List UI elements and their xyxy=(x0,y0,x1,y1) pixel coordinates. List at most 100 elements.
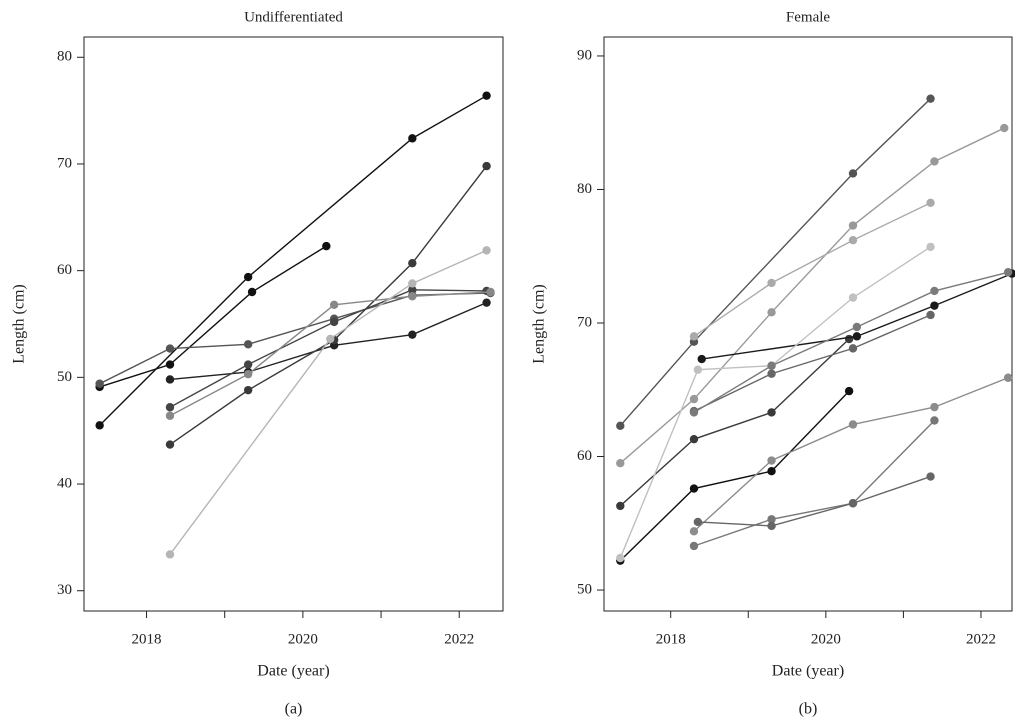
data-point xyxy=(689,394,699,404)
caption: (a) xyxy=(285,701,303,718)
data-point xyxy=(767,521,776,531)
data-point xyxy=(482,246,491,255)
series-line xyxy=(169,249,487,555)
data-point xyxy=(689,527,699,536)
data-point xyxy=(926,472,935,481)
y-tick-label: 90 xyxy=(577,47,592,63)
data-point xyxy=(408,330,417,339)
series-line xyxy=(99,245,327,388)
data-point xyxy=(243,340,253,349)
y-tick-label: 50 xyxy=(577,581,592,597)
plot-frame xyxy=(603,36,1013,612)
data-point xyxy=(165,375,175,384)
x-tick-label: 2020 xyxy=(811,631,841,647)
data-point xyxy=(848,293,858,302)
data-point xyxy=(767,515,776,524)
data-point xyxy=(852,322,862,332)
data-point xyxy=(165,550,175,559)
y-tick-label: 60 xyxy=(577,448,592,464)
data-point xyxy=(243,272,253,282)
data-point xyxy=(689,541,699,551)
data-point xyxy=(243,385,253,395)
data-point xyxy=(95,421,104,430)
series-line xyxy=(693,419,935,547)
data-point xyxy=(848,344,858,353)
series-line xyxy=(99,292,491,385)
data-point xyxy=(926,198,935,208)
data-point xyxy=(322,241,331,251)
y-tick-label: 80 xyxy=(577,181,592,197)
data-point xyxy=(329,317,339,327)
series-line xyxy=(697,475,931,527)
data-point xyxy=(616,458,625,468)
x-tick-label: 2022 xyxy=(966,631,996,647)
data-point xyxy=(329,300,339,309)
data-point xyxy=(165,360,175,369)
series-line xyxy=(619,246,931,559)
data-point xyxy=(767,361,776,370)
y-tick-label: 30 xyxy=(57,582,72,598)
caption: (b) xyxy=(799,701,818,718)
data-point xyxy=(930,157,939,166)
data-point xyxy=(408,134,417,143)
data-point xyxy=(767,278,776,288)
series-line xyxy=(693,314,931,412)
y-axis-label: Length (cm) xyxy=(531,284,548,364)
x-tick-label: 2018 xyxy=(656,631,686,647)
x-tick-label: 2018 xyxy=(132,631,162,647)
data-point xyxy=(697,354,706,364)
data-point xyxy=(326,334,335,344)
data-point xyxy=(243,369,253,379)
data-point xyxy=(1003,268,1013,277)
x-axis-label: Date (year) xyxy=(772,663,844,680)
y-tick-label: 50 xyxy=(57,369,72,385)
data-point xyxy=(926,94,935,103)
data-point xyxy=(930,402,939,412)
y-tick-label: 60 xyxy=(57,262,72,278)
data-point xyxy=(482,91,491,100)
data-point xyxy=(930,286,939,296)
y-tick-label: 70 xyxy=(57,155,72,171)
data-point xyxy=(165,411,175,420)
data-point xyxy=(482,298,491,307)
data-point xyxy=(689,408,699,417)
data-point xyxy=(616,501,625,511)
x-axis-label: Date (year) xyxy=(257,663,329,680)
data-point xyxy=(926,310,935,320)
data-point xyxy=(486,287,495,297)
data-point xyxy=(848,499,858,508)
data-point xyxy=(1000,123,1009,133)
series-line xyxy=(169,291,491,417)
data-point xyxy=(95,379,104,388)
data-point xyxy=(616,553,625,563)
data-point xyxy=(767,408,776,417)
data-point xyxy=(247,287,257,297)
series-line xyxy=(693,202,931,337)
data-point xyxy=(693,365,703,374)
data-point xyxy=(408,292,417,301)
y-tick-label: 70 xyxy=(577,314,592,330)
data-point xyxy=(616,421,625,431)
x-tick-label: 2022 xyxy=(444,631,474,647)
data-point xyxy=(767,369,776,378)
x-tick-label: 2020 xyxy=(288,631,318,647)
data-point xyxy=(930,416,939,425)
data-point xyxy=(852,332,862,341)
data-point xyxy=(689,434,699,444)
data-point xyxy=(930,301,939,310)
data-point xyxy=(926,242,935,252)
chart-title: Undifferentiated xyxy=(244,9,343,25)
data-point xyxy=(408,258,417,268)
y-tick-label: 40 xyxy=(57,475,72,491)
data-point xyxy=(408,285,417,295)
data-point xyxy=(165,403,175,412)
series-line xyxy=(701,272,1013,360)
data-point xyxy=(243,360,253,369)
data-point xyxy=(767,467,776,476)
data-point xyxy=(482,161,491,171)
data-point xyxy=(408,279,417,288)
data-point xyxy=(767,308,776,317)
data-point xyxy=(844,386,854,396)
data-point xyxy=(165,440,175,449)
